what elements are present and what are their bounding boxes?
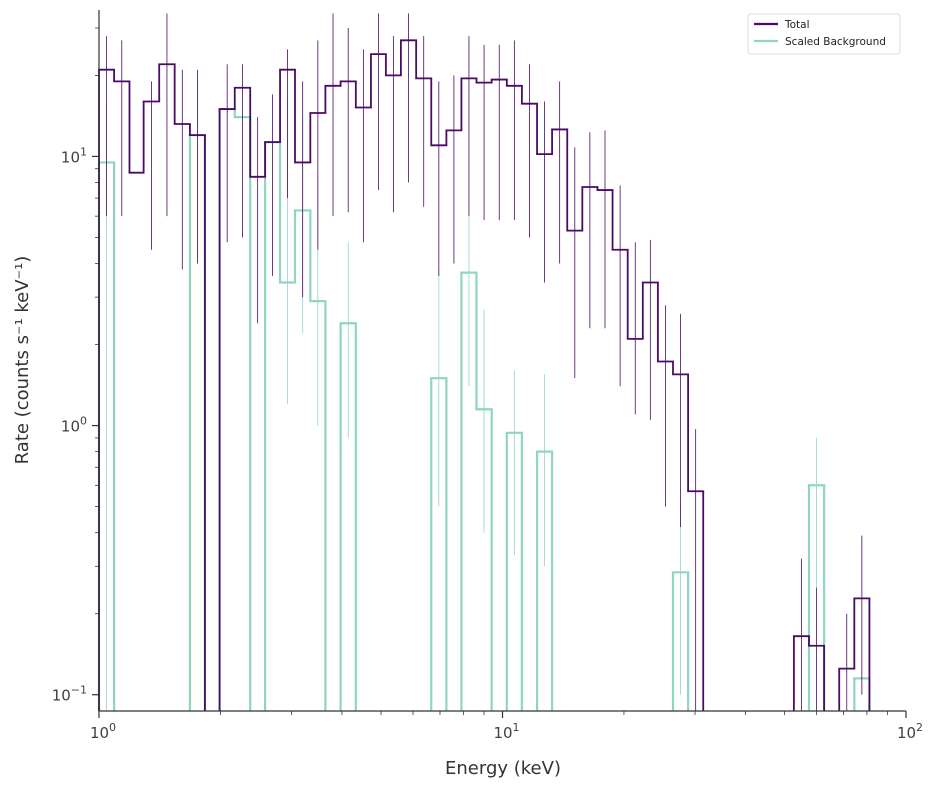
legend-box: [747, 13, 901, 55]
y-tick-label: 101: [61, 145, 87, 166]
y-tick-label: 100: [61, 415, 87, 436]
legend-label: Total: [784, 19, 810, 31]
x-tick-label: 101: [493, 721, 519, 742]
legend: Total Scaled Background: [747, 13, 901, 55]
y-tick-label: 10−1: [52, 684, 87, 705]
background-series: [97, 75, 871, 711]
y-axis-title: Rate (counts s⁻¹ keV⁻¹): [12, 256, 33, 465]
x-tick-label: 102: [897, 721, 923, 742]
x-tick-label: 100: [90, 721, 116, 742]
x-axis-title: Energy (keV): [445, 758, 561, 779]
legend-label: Scaled Background: [785, 36, 886, 48]
